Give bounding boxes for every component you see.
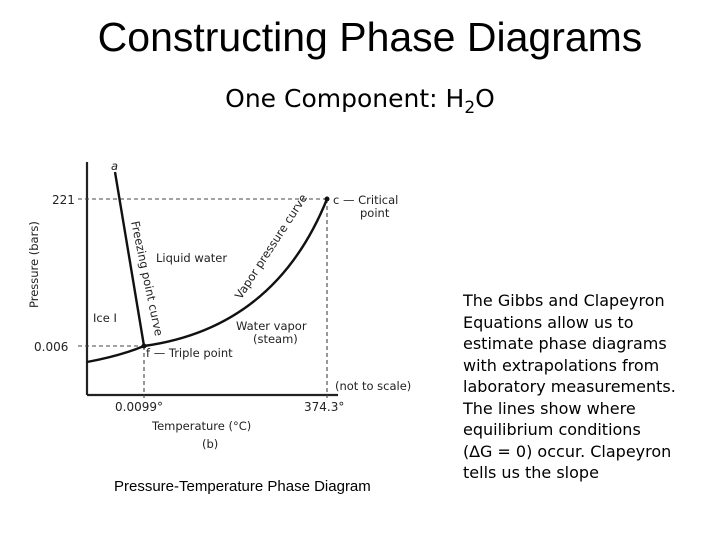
- y-tick-221: 221: [52, 193, 75, 207]
- region-liquid-label: Liquid water: [156, 251, 227, 265]
- side-text: The Gibbs and Clapeyron Equations allow …: [463, 290, 715, 484]
- subtitle-suffix: O: [475, 84, 495, 113]
- side-text-line: tells us the slope: [463, 463, 599, 482]
- side-text-line: with extrapolations from: [463, 355, 660, 375]
- sublimation-curve: [86, 344, 145, 364]
- region-vapor-label-2: (steam): [253, 332, 298, 346]
- critical-point-label-2: point: [360, 206, 390, 220]
- guide-lines: [78, 198, 328, 398]
- side-text-line: The lines show where: [463, 398, 636, 418]
- freezing-point-curve: [113, 171, 146, 347]
- phase-diagram: Pressure (bars) 221 0.006 0.0099° 374.3°…: [27, 159, 411, 451]
- side-text-line: estimate phase diagrams: [463, 334, 667, 353]
- axes: [85, 162, 338, 397]
- slide-title: Constructing Phase Diagrams: [97, 14, 643, 60]
- scale-note: (not to scale): [335, 379, 411, 393]
- vapor-pressure-curve: [143, 198, 329, 348]
- side-text-line: The Gibbs and Clapeyron: [463, 291, 665, 310]
- subtitle-prefix: One Component: H: [225, 84, 465, 113]
- y-tick-0006: 0.006: [34, 340, 68, 354]
- triple-point-label: f — Triple point: [146, 346, 233, 360]
- y-axis-label: Pressure (bars): [27, 221, 41, 308]
- critical-point-marker: [324, 196, 330, 202]
- side-text-line: (∆G = 0) occur. Clapeyron: [463, 441, 672, 461]
- critical-point-label-1: c — Critical: [333, 193, 398, 207]
- slide-subtitle: One Component: H2O: [140, 84, 580, 118]
- subtitle-subscript: 2: [464, 98, 476, 118]
- side-text-line: equilibrium conditions: [463, 420, 641, 439]
- panel-label: (b): [202, 437, 218, 451]
- region-vapor-label-1: Water vapor: [236, 319, 307, 333]
- figure-caption: Pressure-Temperature Phase Diagram: [114, 478, 371, 495]
- point-a-label: a: [111, 159, 118, 173]
- side-text-line: laboratory measurements.: [463, 377, 676, 396]
- phase-curves: [86, 171, 329, 364]
- side-text-line: Equations allow us to: [463, 312, 634, 332]
- region-ice-label: Ice I: [93, 311, 117, 325]
- triple-point-marker: [141, 343, 147, 349]
- x-tick-triple: 0.0099°: [115, 400, 163, 414]
- x-axis-label: Temperature (°C): [151, 419, 251, 433]
- x-tick-critical: 374.3°: [304, 400, 344, 414]
